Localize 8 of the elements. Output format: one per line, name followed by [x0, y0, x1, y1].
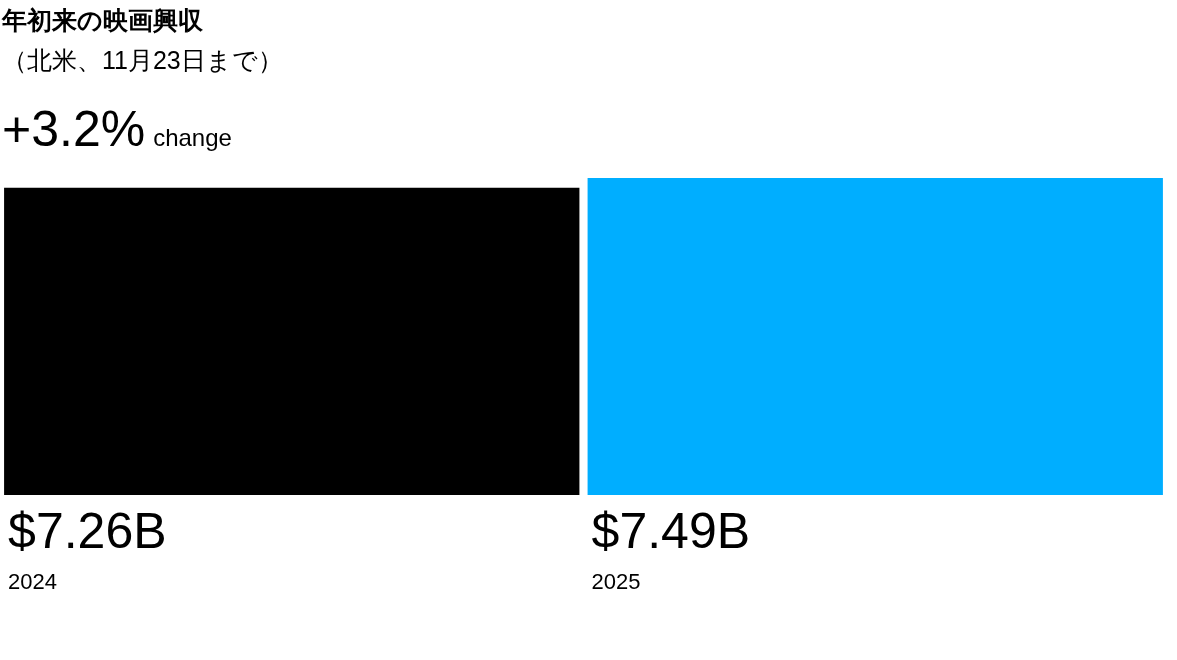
text: +3.2% — [2, 101, 146, 157]
chart-title: 年初来の映画興収 — [2, 5, 203, 36]
x-tick-label: 2025 — [591, 569, 641, 595]
data-label: $7.49B — [591, 502, 751, 559]
x-tick-label: 2024 — [8, 569, 58, 595]
chart-subtitle: （北米、11月23日まで） — [2, 45, 283, 76]
data-label: $7.26B — [8, 502, 167, 559]
text: change — [153, 124, 232, 151]
